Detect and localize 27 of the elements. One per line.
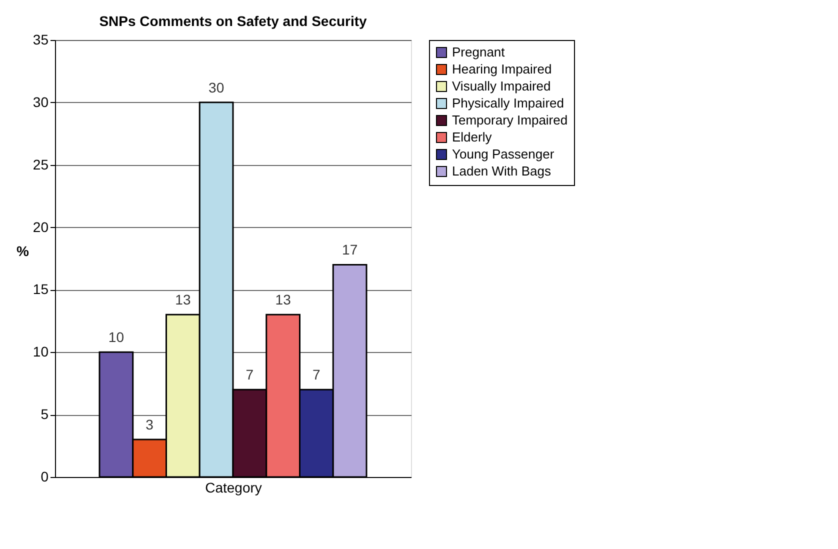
x-axis-title: Category [205, 480, 262, 496]
y-tick-label: 5 [40, 406, 49, 422]
legend-label: Temporary Impaired [452, 112, 568, 128]
y-tick-label: 35 [32, 32, 49, 48]
chart-title: SNPs Comments on Safety and Security [99, 13, 368, 29]
y-tick-label: 10 [32, 344, 49, 360]
y-tick-label: 15 [32, 281, 49, 298]
data-label: 17 [342, 242, 358, 258]
data-label: 30 [208, 79, 224, 96]
data-label: 7 [312, 366, 321, 383]
legend-label: Elderly [452, 130, 492, 144]
data-label: 10 [108, 329, 124, 346]
legend-label: Young Passenger [452, 146, 555, 162]
y-axis-title: % [16, 243, 30, 259]
y-tick-label: 0 [40, 468, 49, 484]
data-label: 13 [175, 292, 191, 308]
legend-label: Laden With Bags [452, 164, 552, 178]
y-tick-label: 20 [32, 218, 49, 235]
legend-label: Hearing Impaired [452, 62, 552, 76]
legend-label: Physically Impaired [452, 96, 564, 110]
y-tick-label: 25 [32, 156, 49, 172]
y-tick-label: 30 [32, 94, 49, 110]
data-label: 7 [246, 366, 254, 383]
legend-label: Visually Impaired [452, 78, 551, 94]
data-label: 13 [275, 292, 292, 308]
legend-label: Pregnant [452, 44, 506, 60]
data-label: 3 [146, 416, 154, 433]
